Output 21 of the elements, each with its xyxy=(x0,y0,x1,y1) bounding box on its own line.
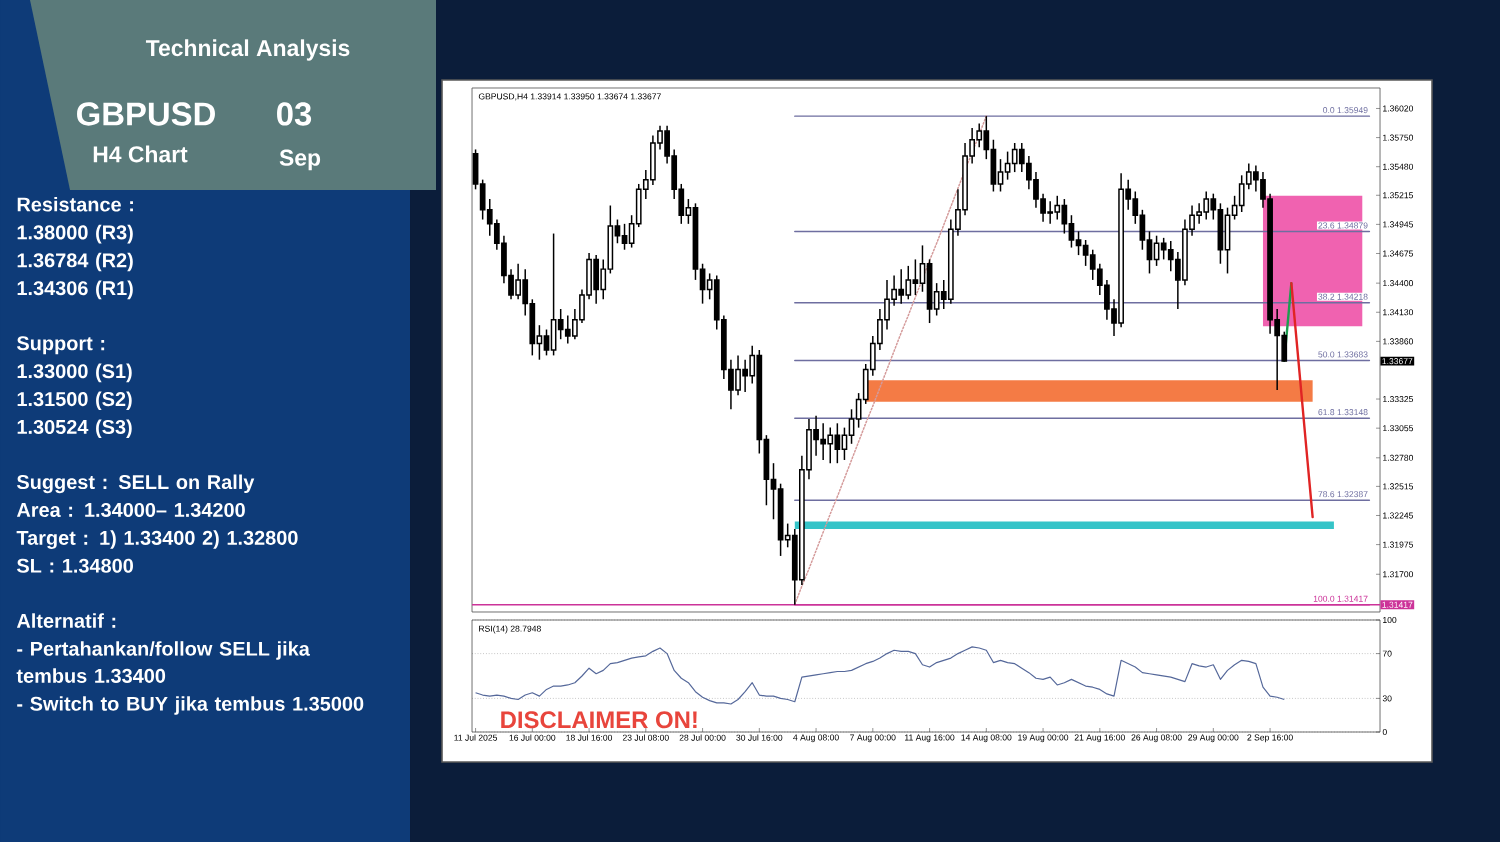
text: - Pertahankan/follow SELL jika tembus 1.33400 xyxy=(16,641,310,683)
text: 1.36784 (R2) xyxy=(17,252,133,272)
text: 1.31500 (S2) xyxy=(17,391,132,411)
annotation: DISCLAIMER ON! xyxy=(501,711,697,729)
text: - Switch to BUY jika tembus 1.35000 xyxy=(17,696,364,715)
text: 03 xyxy=(277,102,312,126)
text: Technical Analysis xyxy=(145,39,350,61)
text: Alternatif : xyxy=(16,613,116,628)
text: Support : xyxy=(16,336,105,355)
text: Resistance : xyxy=(17,196,133,212)
text: 1.34306 (R1) xyxy=(17,280,133,300)
text: H4 Chart xyxy=(93,145,188,163)
text: 1.38000 (R3) xyxy=(17,224,133,244)
text: Area : 1.34000– 1.34200 xyxy=(16,502,245,518)
text: Target : 1) 1.33400 2) 1.32800 xyxy=(16,530,298,549)
text: 1.33000 (S1) xyxy=(17,363,132,383)
text: 1.30524 (S3) xyxy=(17,419,132,438)
text: SL : 1.34800 xyxy=(16,558,133,573)
text: GBPUSD xyxy=(77,102,215,126)
text: Sep xyxy=(279,149,321,171)
text: Suggest : SELL on Rally xyxy=(16,474,255,494)
